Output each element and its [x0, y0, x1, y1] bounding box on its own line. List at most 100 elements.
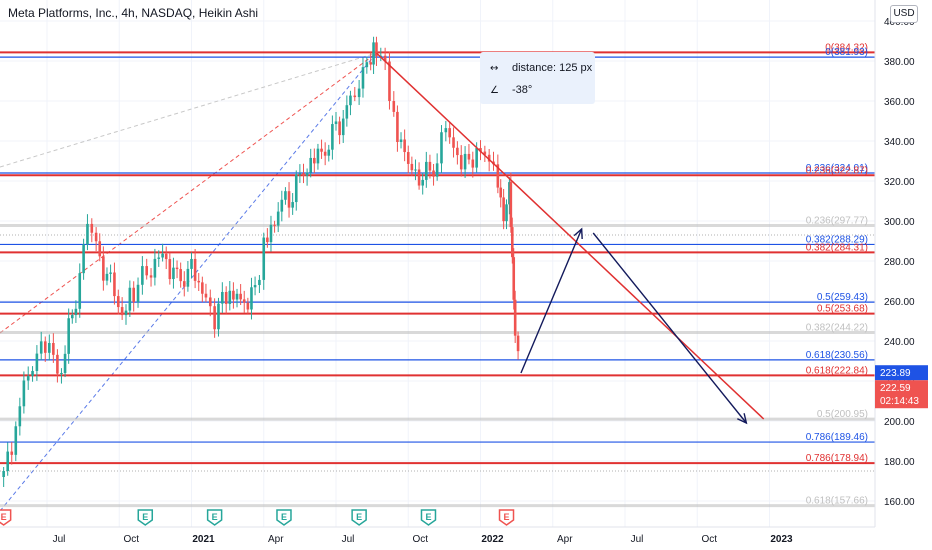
- candle-body: [496, 164, 500, 188]
- candle-body: [403, 139, 406, 153]
- price-axis[interactable]: [875, 0, 932, 550]
- candle-body: [149, 275, 153, 278]
- level-label: 0.382(288.29): [806, 234, 868, 245]
- measure-tooltip: ↔ distance: 125 px ∠ -38°: [480, 52, 595, 104]
- candle-body: [67, 318, 70, 354]
- plot-area: [0, 0, 875, 527]
- candle-body: [253, 285, 257, 288]
- candle-body: [399, 139, 403, 143]
- y-tick-label: 300.00: [884, 217, 915, 228]
- candle-body: [425, 161, 428, 180]
- earnings-marker-label: E: [1, 512, 7, 522]
- level-label: 0.5(259.43): [817, 292, 868, 303]
- earnings-marker[interactable]: [351, 509, 367, 526]
- candle-body: [269, 224, 273, 243]
- candle-body: [14, 426, 18, 455]
- candle-body: [432, 170, 435, 177]
- time-axis[interactable]: [0, 527, 932, 550]
- last-price-label: 222.59: [880, 383, 911, 394]
- candle-body: [120, 307, 124, 316]
- level-label: 0.786(189.46): [806, 432, 868, 443]
- candle-body: [487, 154, 491, 162]
- candle-body: [186, 268, 190, 287]
- y-tick-label: 160.00: [884, 497, 915, 508]
- level-label: 0.236(297.77): [806, 215, 868, 226]
- candle-body: [70, 315, 74, 319]
- candle-body: [273, 224, 276, 226]
- candle-body: [52, 342, 55, 355]
- candle-body: [94, 232, 98, 242]
- candle-body: [510, 227, 514, 258]
- currency-button[interactable]: USD: [890, 5, 918, 23]
- arrow-head: [573, 227, 583, 240]
- candle-body: [505, 204, 508, 222]
- level-label: 0.618(230.56): [806, 350, 868, 361]
- x-tick-label: Oct: [701, 534, 717, 545]
- candle-body: [224, 291, 228, 304]
- candle-body: [456, 147, 459, 156]
- earnings-marker-label: E: [281, 512, 287, 522]
- candle-body: [217, 303, 220, 330]
- candle-body: [365, 62, 369, 68]
- candle-body: [190, 258, 193, 269]
- angle-label: -38°: [512, 84, 533, 96]
- candle-body: [392, 101, 396, 112]
- candle-body: [124, 310, 128, 316]
- candle-body: [86, 223, 89, 245]
- earnings-marker[interactable]: [206, 509, 223, 526]
- candle-body: [357, 88, 361, 98]
- candle-body: [22, 380, 26, 407]
- candle-body: [78, 273, 82, 309]
- distance-label: distance: 125 px: [512, 62, 593, 74]
- candle-body: [98, 241, 102, 257]
- candle-body: [276, 211, 280, 226]
- earnings-marker[interactable]: [420, 509, 437, 526]
- candle-body: [113, 272, 116, 297]
- candle-body: [128, 287, 132, 311]
- candle-body: [353, 95, 357, 98]
- candle-body: [90, 223, 94, 233]
- candle-body: [508, 182, 511, 205]
- candle-body: [372, 42, 375, 65]
- candle-body: [320, 148, 323, 152]
- candle-body: [182, 281, 186, 287]
- last-price-badge: [875, 380, 928, 409]
- level-label: 0(381.93): [825, 47, 868, 58]
- candle-body: [157, 257, 161, 259]
- candle-body: [213, 306, 216, 330]
- candle-body: [471, 159, 475, 168]
- x-tick-label: 2022: [481, 534, 504, 545]
- candle-body: [323, 151, 327, 156]
- earnings-marker[interactable]: [498, 509, 515, 526]
- candle-body: [18, 406, 22, 427]
- candle-body: [56, 354, 59, 374]
- candle-body: [250, 287, 253, 310]
- candle-body: [509, 182, 513, 228]
- candle-body: [35, 353, 39, 371]
- x-tick-label: Jul: [53, 534, 66, 545]
- y-tick-label: 280.00: [884, 257, 915, 268]
- candle-body: [309, 157, 313, 173]
- candle-body: [369, 62, 372, 65]
- candle-body: [280, 199, 284, 212]
- candle-body: [305, 172, 309, 176]
- candle-body: [345, 105, 349, 119]
- candle-body: [341, 118, 345, 136]
- candle-body: [294, 174, 298, 203]
- candle-body: [516, 335, 520, 352]
- candle-body: [179, 269, 182, 282]
- earnings-marker[interactable]: [137, 509, 154, 526]
- y-tick-label: 340.00: [884, 137, 915, 148]
- candle-body: [388, 61, 391, 102]
- x-tick-label: Jul: [631, 534, 644, 545]
- candle-body: [361, 67, 365, 89]
- fib-ray-red: [0, 52, 377, 334]
- candle-body: [463, 153, 467, 170]
- earnings-marker[interactable]: [276, 509, 292, 526]
- earnings-marker[interactable]: [0, 509, 12, 526]
- x-tick-label: 2021: [192, 534, 215, 545]
- candle-body: [43, 341, 47, 353]
- candle-body: [172, 267, 175, 280]
- y-tick-label: 240.00: [884, 337, 915, 348]
